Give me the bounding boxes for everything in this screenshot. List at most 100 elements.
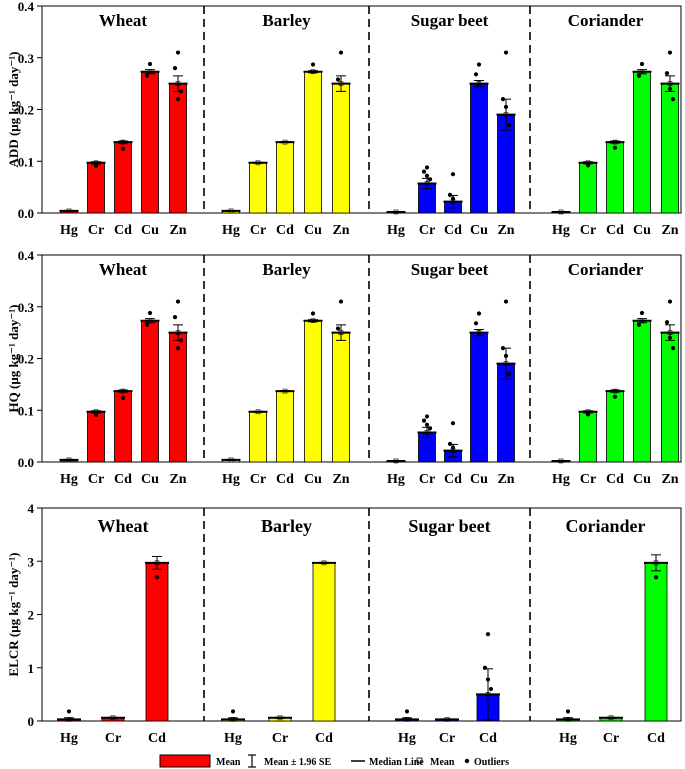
outlier-point (506, 371, 512, 377)
legend-se-label: Mean ± 1.96 SE (264, 757, 331, 768)
mean-point (653, 560, 659, 566)
outlier-point (485, 632, 491, 637)
x-tick-label: Cd (315, 731, 333, 746)
mean-point (424, 430, 430, 435)
y-axis-label: HQ (μg kg⁻¹ day⁻¹) (6, 305, 21, 413)
mean-point (639, 69, 645, 75)
outlier-point (424, 165, 430, 170)
outlier-point (503, 299, 509, 304)
x-tick-label: Cd (148, 731, 166, 746)
x-tick-label: Cr (272, 731, 288, 746)
outlier-point (66, 709, 72, 714)
outlier-point (585, 163, 591, 168)
panel-title: Wheat (99, 260, 148, 279)
mean-point (66, 457, 72, 463)
outlier-point (612, 145, 618, 150)
bar (249, 162, 267, 214)
x-tick-label: Zn (661, 223, 678, 238)
bar (579, 411, 597, 463)
mean-point (120, 139, 126, 145)
x-tick-label: Hg (559, 731, 577, 746)
x-tick-label: Cd (479, 731, 497, 746)
outlier-point (450, 172, 456, 177)
x-tick-label: Cr (603, 731, 619, 746)
outlier-point (338, 299, 344, 304)
outlier-point (93, 163, 99, 169)
outlier-point (500, 97, 506, 102)
mean-point (282, 139, 288, 145)
outlier-point (636, 322, 642, 327)
outlier-point (154, 575, 160, 580)
outlier-point (447, 441, 453, 446)
mean-point (639, 318, 645, 324)
x-tick-label: Cr (88, 472, 104, 487)
outlier-point (473, 321, 479, 326)
outlier-point (427, 177, 433, 182)
mean-point (476, 81, 482, 86)
panel-barley: Barley Hg Cr Cd Cu Zn (221, 260, 351, 487)
outlier-point (93, 412, 99, 418)
y-tick-label: 0.4 (18, 248, 35, 263)
outlier-point (421, 418, 427, 423)
outlier-point (178, 89, 184, 94)
outlier-point (653, 575, 659, 580)
y-tick-label: 0.4 (18, 0, 35, 14)
x-tick-label: Cr (580, 223, 596, 238)
y-tick-label: 0.0 (18, 455, 34, 470)
outlier-point (503, 104, 509, 110)
mean-point (230, 717, 236, 722)
x-tick-label: Cu (633, 223, 651, 238)
panel-barley: Barley Hg Cr Cd (221, 516, 336, 746)
x-tick-label: Cu (141, 472, 159, 487)
outlier-point (335, 326, 341, 331)
bar (141, 320, 159, 463)
x-tick-label: Cu (304, 223, 322, 238)
y-tick-label: 0.1 (18, 403, 34, 418)
x-tick-label: Cr (419, 472, 435, 487)
outlier-point (664, 71, 670, 76)
y-tick-label: 4 (28, 501, 35, 516)
mean-point (110, 715, 116, 721)
outlier-point (485, 677, 491, 682)
outlier-point (639, 310, 645, 316)
outlier-point (482, 665, 488, 670)
legend-outliers-label: Outliers (474, 757, 509, 768)
panel-title: Coriander (568, 11, 644, 30)
legend-median-label: Median Line (369, 757, 424, 768)
panel-title: Wheat (99, 11, 148, 30)
chart-row-2: 0.0 0.1 0.2 0.3 0.4 HQ (μg kg⁻¹ day⁻¹) Wheat Hg… (6, 248, 682, 487)
outlier-point (670, 346, 676, 351)
x-tick-label: Cr (439, 731, 455, 746)
legend-mean-point-label: Mean (430, 757, 455, 768)
outlier-point (636, 73, 642, 78)
legend-mean-swatch (159, 754, 211, 768)
x-tick-label: Cr (88, 223, 104, 238)
mean-point (476, 330, 482, 335)
mean-point (393, 209, 399, 215)
panel-sugar-beet: Sugar beet Hg Cr Cd Cu Zn (386, 11, 516, 238)
legend-outlier-icon (464, 758, 470, 764)
mean-point (393, 458, 399, 464)
x-tick-label: Cu (633, 472, 651, 487)
outlier-point (503, 50, 509, 55)
outlier-point (424, 173, 430, 178)
x-tick-label: Cu (304, 472, 322, 487)
bar (606, 141, 624, 214)
mean-point (228, 208, 234, 214)
mean-point (612, 139, 618, 145)
bar (332, 83, 350, 214)
mean-point (66, 208, 72, 214)
outlier-point (427, 426, 433, 431)
x-tick-label: Zn (332, 472, 349, 487)
bar (661, 83, 679, 214)
x-tick-label: Cd (606, 472, 624, 487)
outlier-point (310, 62, 316, 67)
legend-mean-point-icon (416, 757, 423, 764)
outlier-point (488, 686, 494, 692)
x-tick-label: Hg (398, 731, 416, 746)
panel-barley: Barley Hg Cr Cd Cu Zn (221, 11, 351, 238)
outlier-point (175, 346, 181, 351)
outlier-point (230, 709, 236, 714)
outlier-point (424, 422, 430, 427)
mean-point (503, 361, 509, 366)
